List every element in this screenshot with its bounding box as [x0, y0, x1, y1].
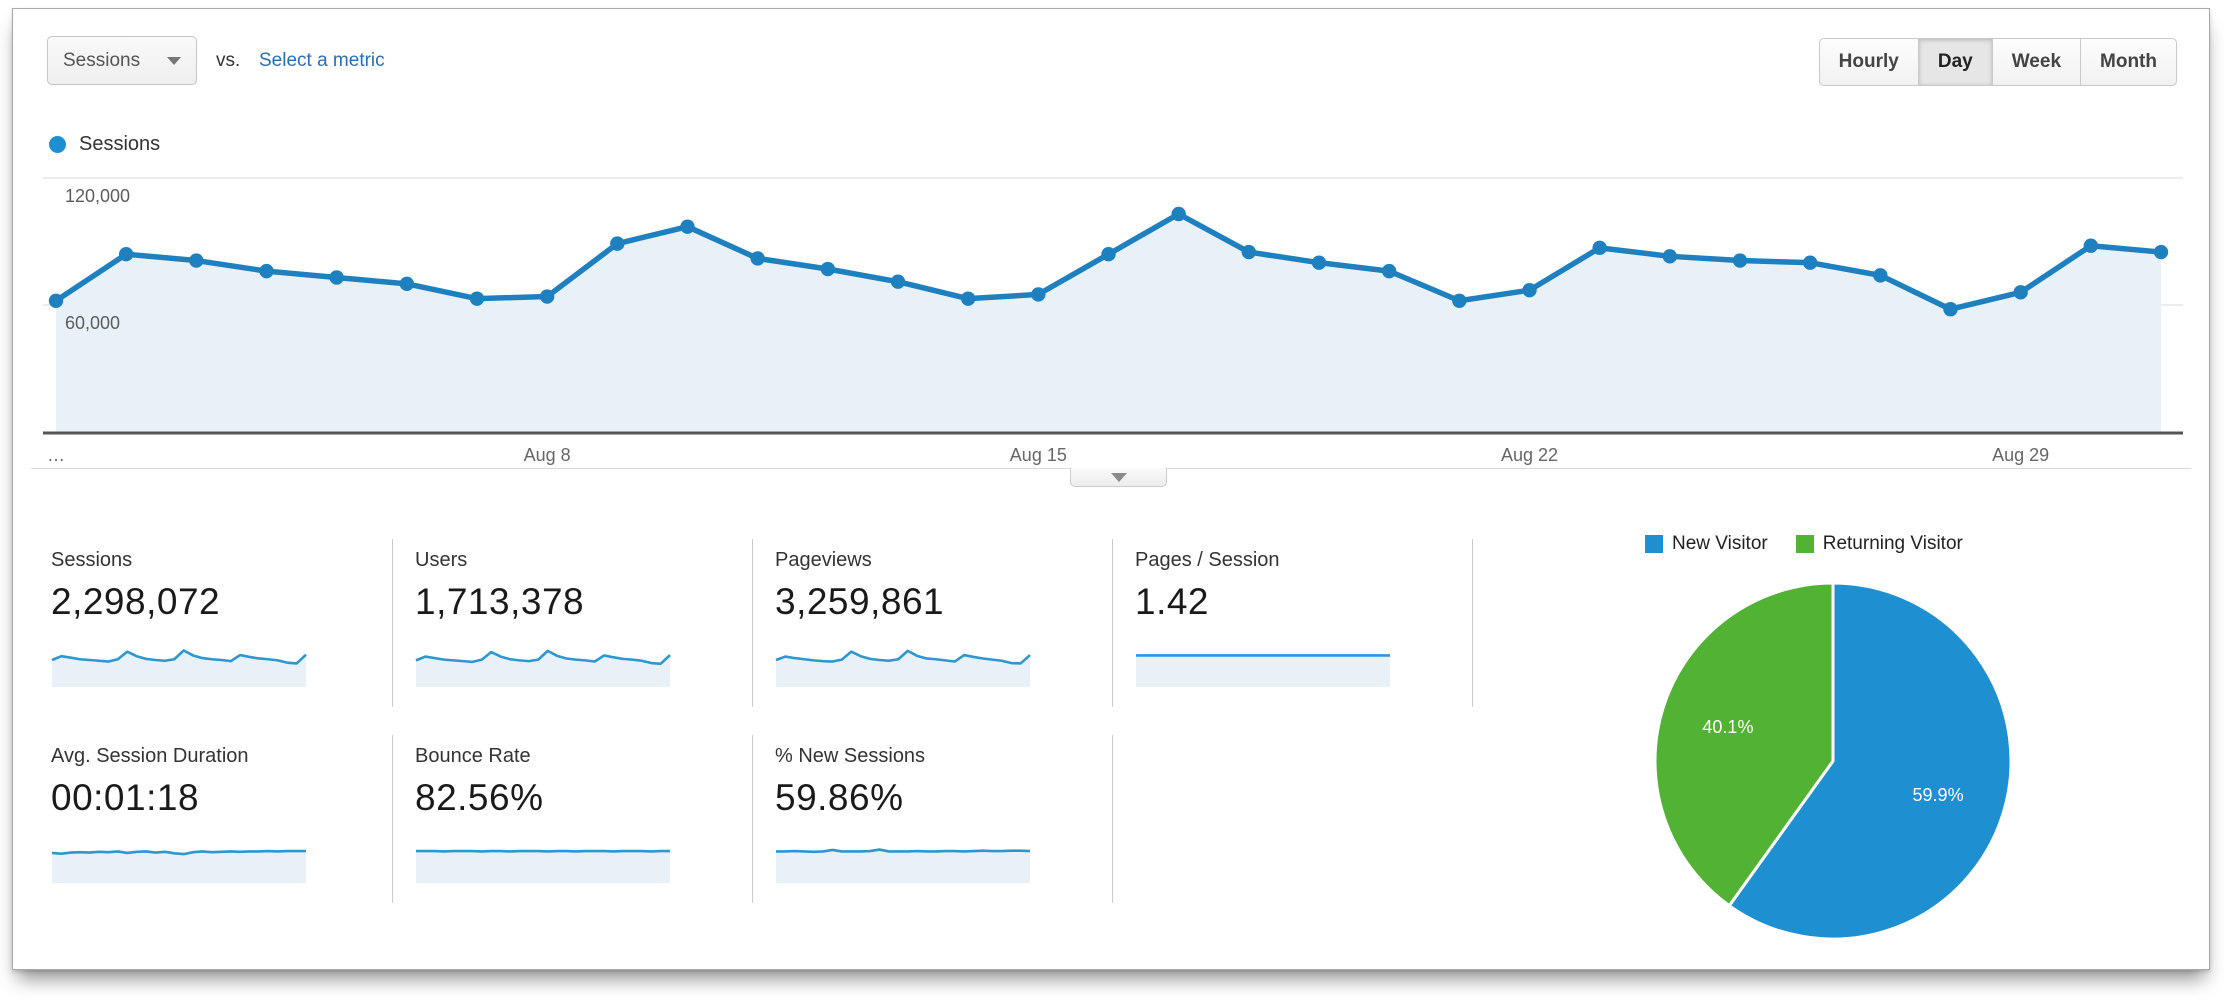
x-axis-tick-label: Aug 29	[1992, 445, 2050, 465]
chart-legend: Sessions	[49, 133, 160, 156]
metric-card: Bounce Rate 82.56%	[393, 735, 753, 903]
x-axis-tick-label: Aug 15	[1009, 445, 1067, 465]
metric-card: Pageviews 3,259,861	[753, 539, 1113, 707]
metric-card: Avg. Session Duration 00:01:18	[33, 735, 393, 903]
sessions-legend-label: Sessions	[79, 133, 161, 155]
metric-label: Bounce Rate	[415, 745, 531, 767]
vs-label: vs.	[216, 50, 241, 71]
granularity-toggle: Hourly Day Week Month	[1818, 38, 2177, 86]
y-axis-tick-label: 60,000	[65, 313, 121, 333]
metric-value: 3,259,861	[775, 581, 945, 622]
data-point[interactable]	[2153, 244, 2169, 260]
metric-sparkline	[416, 849, 670, 883]
pie-slice-label: 59.9%	[1913, 785, 1964, 805]
pie-slice-new-visitor[interactable]	[1727, 581, 2013, 941]
data-point[interactable]	[259, 263, 274, 279]
granularity-month-button[interactable]: Month	[2081, 38, 2177, 86]
metrics-row-2: Avg. Session Duration 00:01:18 Bounce Ra…	[33, 735, 1113, 903]
sessions-timeseries-chart[interactable]	[43, 167, 2183, 437]
metric-label: Sessions	[51, 549, 133, 571]
data-point[interactable]	[118, 247, 134, 262]
metric-label: Users	[415, 549, 468, 571]
metric-sparkline	[51, 649, 307, 687]
legend-swatch-icon	[1795, 535, 1814, 553]
metric-value: 00:01:18	[51, 777, 200, 818]
x-axis-tick-label: Aug 8	[523, 445, 571, 465]
granularity-hourly-button[interactable]: Hourly	[1818, 38, 1919, 86]
metric-label: Pageviews	[775, 549, 872, 571]
data-point[interactable]	[680, 219, 695, 234]
metric-card: Sessions 2,298,072	[33, 539, 393, 707]
metric-value: 1.42	[1135, 581, 1210, 622]
metric-sparkline	[415, 649, 671, 687]
data-point[interactable]	[1241, 244, 1257, 260]
legend-label: Returning Visitor	[1822, 533, 1963, 554]
metric-sparkline	[51, 849, 306, 883]
metric-value: 59.86%	[775, 777, 904, 818]
legend-item: Returning Visitor	[1795, 533, 1963, 555]
data-point[interactable]	[1171, 206, 1186, 222]
granularity-day-button[interactable]: Day	[1918, 38, 1993, 86]
x-axis-tick-label: …	[47, 445, 65, 465]
data-point[interactable]	[1873, 268, 1888, 283]
pie-slice-returning-visitor[interactable]	[1653, 581, 1835, 908]
data-point[interactable]	[1732, 253, 1748, 268]
select-a-metric-link[interactable]: Select a metric	[259, 50, 385, 71]
data-point[interactable]	[2013, 285, 2028, 300]
data-point[interactable]	[960, 291, 976, 306]
data-point[interactable]	[189, 253, 204, 268]
legend-swatch-icon	[1645, 535, 1663, 553]
metric-label: Avg. Session Duration	[51, 745, 249, 767]
metric-value: 2,298,072	[51, 581, 221, 622]
data-point[interactable]	[539, 289, 555, 304]
metric-card: Users 1,713,378	[393, 539, 753, 707]
data-point[interactable]	[890, 274, 906, 289]
metric-selector-label: Sessions	[63, 49, 141, 71]
data-point[interactable]	[610, 236, 625, 251]
data-point[interactable]	[399, 276, 415, 292]
metric-sparkline	[1136, 654, 1390, 687]
metrics-row-1: Sessions 2,298,072 Users 1,713,378 Pagev…	[33, 539, 1473, 707]
data-point[interactable]	[1943, 302, 1958, 317]
area-fill	[56, 213, 2161, 432]
granularity-week-button[interactable]: Week	[1992, 38, 2082, 86]
visitor-type-pie-chart[interactable]: 59.9% 40.1%	[1643, 569, 2023, 953]
collapse-chart-button[interactable]	[1070, 468, 1167, 487]
data-point[interactable]	[1522, 282, 1537, 298]
legend-label: New Visitor	[1672, 533, 1768, 554]
data-point[interactable]	[1101, 247, 1116, 262]
sessions-legend-dot-icon	[49, 136, 66, 153]
metric-sparkline	[776, 848, 1031, 883]
data-point[interactable]	[1592, 240, 1607, 256]
data-point[interactable]	[329, 270, 344, 285]
data-point[interactable]	[750, 251, 765, 266]
metric-label: % New Sessions	[775, 745, 926, 767]
legend-item: New Visitor	[1645, 533, 1768, 555]
metric-value: 1,713,378	[415, 581, 585, 622]
data-point[interactable]	[1662, 249, 1678, 264]
data-point[interactable]	[1311, 255, 1327, 270]
data-point[interactable]	[1031, 287, 1046, 302]
data-point[interactable]	[1452, 293, 1467, 308]
metric-card: % New Sessions 59.86%	[753, 735, 1113, 903]
data-point[interactable]	[820, 261, 836, 277]
metric-card: Pages / Session 1.42	[1113, 539, 1473, 707]
analytics-panel: Sessions vs. Select a metric Hourly Day We…	[12, 8, 2210, 970]
visitor-type-legend: New Visitor Returning Visitor	[1645, 533, 1963, 555]
x-axis-labels: … Aug 8 Aug 15 Aug 22 Aug 29	[43, 445, 2183, 469]
data-point[interactable]	[469, 291, 485, 306]
x-axis-tick-label: Aug 22	[1500, 445, 1559, 465]
metric-label: Pages / Session	[1135, 549, 1280, 571]
data-point[interactable]	[48, 293, 64, 308]
metric-selector-dropdown[interactable]: Sessions	[47, 36, 197, 85]
data-point[interactable]	[1802, 255, 1818, 270]
metric-value: 82.56%	[415, 777, 544, 818]
chevron-down-icon	[167, 56, 181, 65]
pie-slice-label: 40.1%	[1702, 717, 1753, 737]
metric-sparkline	[775, 649, 1031, 687]
y-axis-tick-label: 120,000	[65, 186, 131, 206]
chevron-down-icon	[1110, 472, 1127, 482]
data-point[interactable]	[1381, 263, 1397, 279]
data-point[interactable]	[2083, 238, 2099, 253]
